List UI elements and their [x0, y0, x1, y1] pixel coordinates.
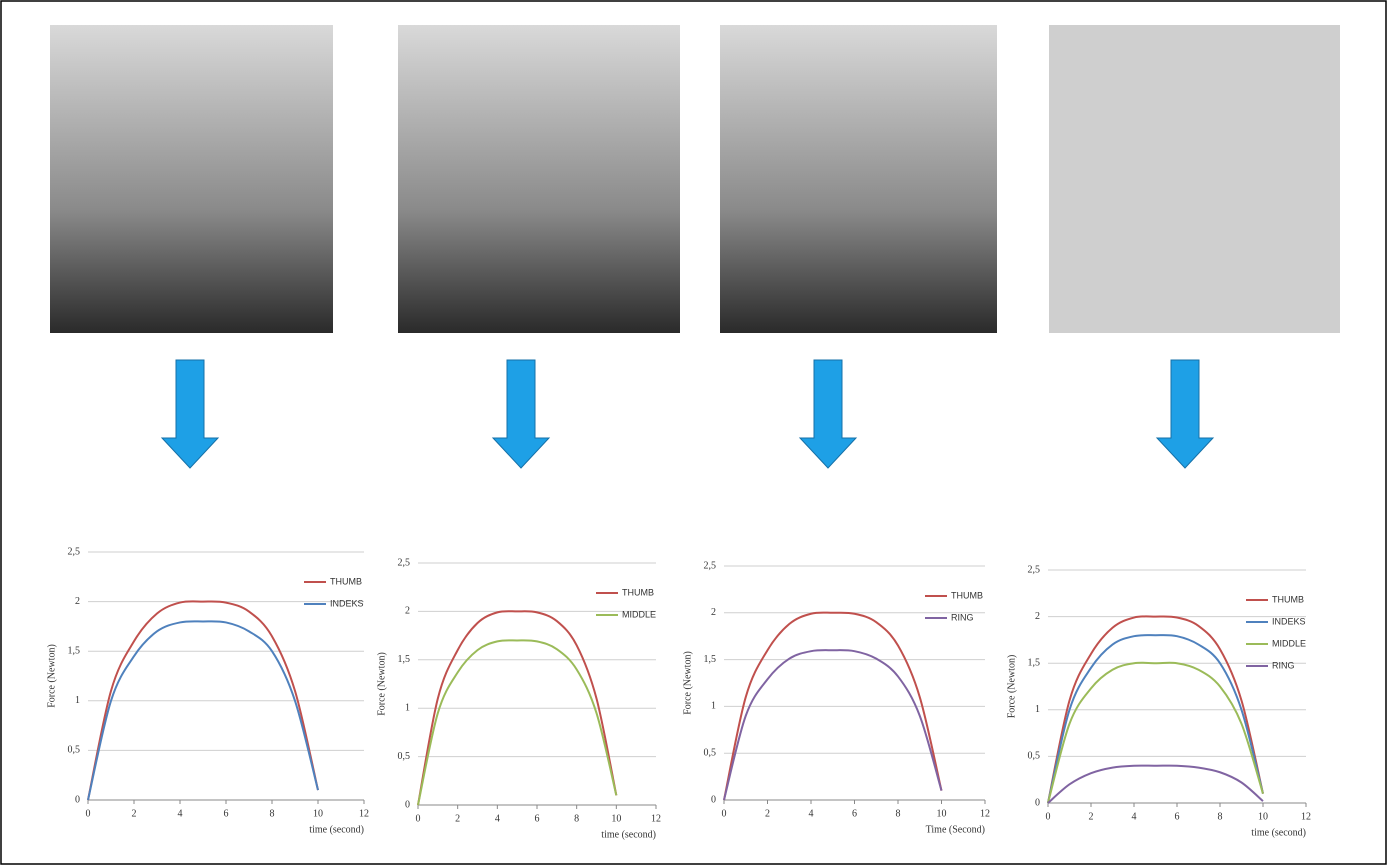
photo	[1049, 25, 1340, 333]
y-tick-label: 0	[1035, 797, 1040, 808]
x-tick-label: 0	[722, 808, 727, 819]
arrow	[491, 359, 551, 469]
legend-label: RING	[951, 612, 974, 622]
y-tick-label: 2,5	[68, 546, 81, 557]
x-tick-label: 4	[495, 813, 500, 824]
x-tick-label: 12	[359, 808, 369, 819]
x-tick-label: 8	[896, 808, 901, 819]
x-tick-label: 2	[765, 808, 770, 819]
series-line	[87, 620, 319, 801]
y-tick-label: 1,5	[1028, 657, 1041, 668]
legend-label: MIDDLE	[1272, 638, 1306, 648]
x-tick-label: 10	[1258, 811, 1268, 822]
legend-label: THUMB	[622, 587, 654, 597]
y-tick-label: 2	[75, 596, 80, 607]
series-line	[417, 639, 618, 806]
x-tick-label: 0	[416, 813, 421, 824]
y-axis-label: Force (Newton)	[1006, 655, 1017, 719]
series-line	[1047, 634, 1264, 804]
y-tick-label: 0,5	[398, 751, 411, 762]
y-tick-label: 0	[75, 794, 80, 805]
x-tick-label: 8	[270, 808, 275, 819]
y-tick-label: 0,5	[68, 745, 81, 756]
y-axis-label: Force (Newton)	[46, 644, 57, 708]
x-tick-label: 0	[86, 808, 91, 819]
series-line	[1047, 661, 1264, 804]
x-axis-label: time (second)	[1251, 827, 1306, 838]
y-axis-label: Force (Newton)	[376, 652, 387, 716]
y-tick-label: 2,5	[1028, 564, 1041, 575]
x-tick-label: 10	[937, 808, 947, 819]
x-tick-label: 2	[1089, 811, 1094, 822]
y-tick-label: 1,5	[704, 654, 717, 665]
x-axis-label: time (second)	[309, 824, 364, 835]
y-tick-label: 2,5	[704, 560, 717, 571]
x-tick-label: 0	[1046, 811, 1051, 822]
x-tick-label: 12	[980, 808, 990, 819]
photo	[50, 25, 333, 333]
series-line	[723, 611, 943, 801]
y-tick-label: 1	[711, 701, 716, 712]
legend-label: INDEKS	[330, 598, 364, 608]
arrow	[798, 359, 858, 469]
series-line	[723, 649, 943, 801]
arrow	[160, 359, 220, 469]
legend-label: THUMB	[1272, 594, 1304, 604]
x-tick-label: 6	[852, 808, 857, 819]
legend-label: RING	[1272, 660, 1295, 670]
y-axis-label: Force (Newton)	[682, 651, 693, 715]
y-tick-label: 1	[1035, 704, 1040, 715]
x-tick-label: 12	[651, 813, 661, 824]
y-tick-label: 1,5	[68, 645, 81, 656]
x-tick-label: 4	[809, 808, 814, 819]
series-line	[87, 600, 319, 801]
y-tick-label: 2	[1035, 611, 1040, 622]
x-axis-label: time (second)	[601, 829, 656, 840]
legend-label: THUMB	[330, 576, 362, 586]
x-tick-label: 8	[1218, 811, 1223, 822]
y-tick-label: 2	[711, 607, 716, 618]
photo	[720, 25, 997, 333]
y-tick-label: 2,5	[398, 557, 411, 568]
legend-label: THUMB	[951, 590, 983, 600]
y-tick-label: 2	[405, 606, 410, 617]
legend-label: MIDDLE	[622, 609, 656, 619]
y-tick-label: 0	[405, 799, 410, 810]
y-tick-label: 0	[711, 794, 716, 805]
y-tick-label: 0,5	[1028, 751, 1041, 762]
x-tick-label: 6	[535, 813, 540, 824]
arrow	[1155, 359, 1215, 469]
y-tick-label: 1	[405, 702, 410, 713]
y-tick-label: 1	[75, 695, 80, 706]
x-tick-label: 10	[611, 813, 621, 824]
x-axis-label: Time (Second)	[926, 824, 985, 835]
x-tick-label: 2	[455, 813, 460, 824]
x-tick-label: 4	[178, 808, 183, 819]
y-tick-label: 1,5	[398, 654, 411, 665]
x-tick-label: 4	[1132, 811, 1137, 822]
series-line	[1047, 764, 1264, 804]
legend-label: INDEKS	[1272, 616, 1306, 626]
x-tick-label: 2	[132, 808, 137, 819]
photo	[398, 25, 680, 333]
x-tick-label: 6	[1175, 811, 1180, 822]
series-line	[417, 610, 618, 806]
x-tick-label: 8	[574, 813, 579, 824]
y-tick-label: 0,5	[704, 747, 717, 758]
series-line	[1047, 615, 1264, 804]
x-tick-label: 12	[1301, 811, 1311, 822]
x-tick-label: 10	[313, 808, 323, 819]
x-tick-label: 6	[224, 808, 229, 819]
